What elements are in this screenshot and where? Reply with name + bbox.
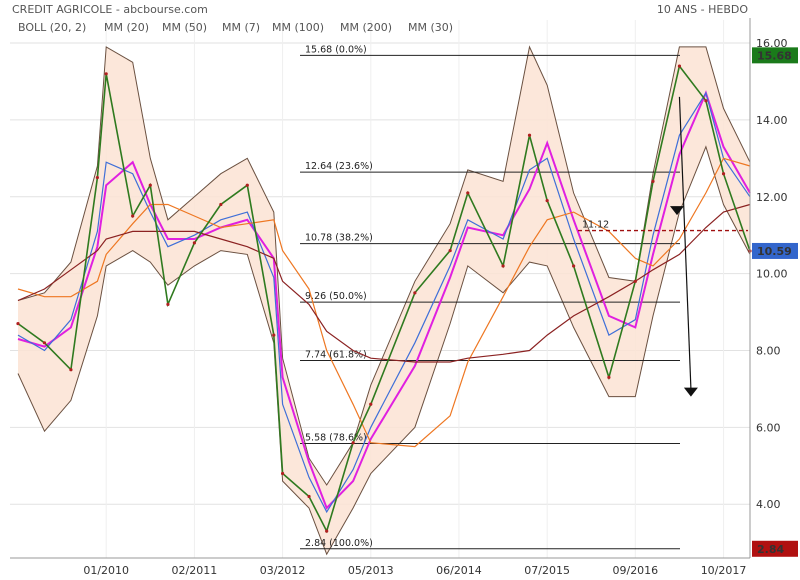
price-point bbox=[527, 133, 532, 137]
annotations: 11.12 bbox=[578, 96, 748, 397]
price-point bbox=[148, 183, 152, 187]
y-tick-label: 6.00 bbox=[756, 421, 781, 434]
price-point bbox=[704, 99, 708, 103]
projection-arrow-shaft bbox=[678, 96, 692, 389]
price-point bbox=[272, 333, 276, 337]
fibonacci-levels: 15.68 (0.0%) 12.64 (23.6%) 10.78 (38.2%) 9.… bbox=[300, 44, 680, 550]
price-tag-box bbox=[752, 540, 798, 557]
price-point bbox=[677, 64, 682, 68]
x-axis: 01/2010 02/2011 03/2012 05/2013 06/2014 07/20… bbox=[83, 564, 746, 577]
price-point bbox=[633, 279, 637, 283]
price-point bbox=[466, 191, 470, 195]
price-point bbox=[413, 291, 417, 295]
x-tick-label: 02/2011 bbox=[172, 564, 218, 577]
price-point bbox=[69, 368, 73, 372]
price-point bbox=[572, 264, 576, 268]
price-point bbox=[42, 341, 47, 345]
x-tick-label: 06/2014 bbox=[436, 564, 482, 577]
price-tag-box bbox=[752, 242, 798, 259]
x-tick-label: 05/2013 bbox=[348, 564, 394, 577]
price-tag-label: 15.68 bbox=[757, 49, 792, 62]
price-tag-box bbox=[752, 47, 798, 64]
price-point bbox=[219, 202, 223, 207]
price-tag-label: 2.84 bbox=[757, 543, 784, 556]
x-tick-label: 09/2016 bbox=[612, 564, 658, 577]
y-tick-label: 12.00 bbox=[756, 191, 788, 204]
price-point bbox=[721, 172, 726, 176]
fib-label: 15.68 (0.0%) bbox=[305, 44, 367, 55]
price-tag-label: 10.59 bbox=[757, 245, 792, 258]
bollinger-lower bbox=[17, 145, 751, 556]
price-point bbox=[325, 529, 329, 533]
y-tick-label: 10.00 bbox=[756, 268, 788, 281]
legend-item: MM (7) bbox=[222, 21, 260, 34]
price-point bbox=[369, 402, 373, 406]
legend: BOLL (20, 2) MM (20) MM (50) MM (7) MM (100)… bbox=[18, 21, 453, 34]
price-tags: 15.68 10.59 2.84 bbox=[752, 47, 798, 557]
fib-label: 5.58 (78.6%) bbox=[305, 432, 367, 443]
bollinger-fill bbox=[18, 46, 750, 555]
chart-period: 10 ANS - HEBDO bbox=[657, 3, 748, 16]
bollinger-band bbox=[17, 45, 751, 556]
y-tick-label: 4.00 bbox=[756, 498, 781, 511]
price-point bbox=[16, 321, 20, 326]
price-point bbox=[651, 179, 655, 183]
series-line bbox=[17, 157, 751, 448]
price-point bbox=[95, 175, 99, 180]
projection-arrow-head bbox=[670, 206, 684, 216]
price-point bbox=[351, 441, 355, 445]
price-point bbox=[607, 375, 611, 379]
price-point bbox=[307, 494, 311, 499]
legend-item: MM (50) bbox=[162, 21, 207, 34]
price-point bbox=[545, 199, 549, 203]
price-point bbox=[280, 471, 285, 476]
legend-item: MM (20) bbox=[104, 21, 149, 34]
fib-label: 2.84 (100.0%) bbox=[305, 538, 373, 549]
fib-label: 9.26 (50.0%) bbox=[305, 291, 367, 302]
series-line bbox=[17, 91, 751, 514]
x-tick-label: 07/2015 bbox=[524, 564, 570, 577]
price-point bbox=[245, 183, 249, 187]
series-line bbox=[17, 90, 751, 510]
price-point bbox=[501, 264, 505, 268]
price-point bbox=[448, 248, 452, 253]
chart-title: CREDIT AGRICOLE - abcbourse.com bbox=[12, 3, 208, 16]
price-point bbox=[104, 72, 108, 76]
price-point bbox=[131, 214, 135, 218]
fib-label: 7.74 (61.8%) bbox=[305, 349, 367, 360]
fib-label: 12.64 (23.6%) bbox=[305, 161, 373, 172]
x-tick-label: 10/2017 bbox=[701, 564, 747, 577]
legend-item: MM (100) bbox=[272, 21, 324, 34]
legend-item: BOLL (20, 2) bbox=[18, 21, 86, 34]
price-point bbox=[166, 302, 170, 306]
price-line bbox=[16, 64, 752, 534]
legend-item: MM (30) bbox=[408, 21, 453, 34]
y-tick-label: 16.00 bbox=[756, 37, 788, 50]
support-label: 11.12 bbox=[582, 220, 609, 231]
y-tick-label: 8.00 bbox=[756, 344, 781, 357]
legend-item: MM (200) bbox=[340, 21, 392, 34]
fib-label: 10.78 (38.2%) bbox=[305, 233, 373, 244]
x-tick-label: 03/2012 bbox=[260, 564, 306, 577]
projection-arrow-head bbox=[683, 387, 698, 397]
price-point bbox=[192, 241, 196, 245]
y-tick-label: 14.00 bbox=[756, 114, 788, 127]
y-axis: 16.00 14.00 12.00 10.00 8.00 6.00 4.00 bbox=[756, 37, 788, 511]
x-tick-label: 01/2010 bbox=[83, 564, 129, 577]
